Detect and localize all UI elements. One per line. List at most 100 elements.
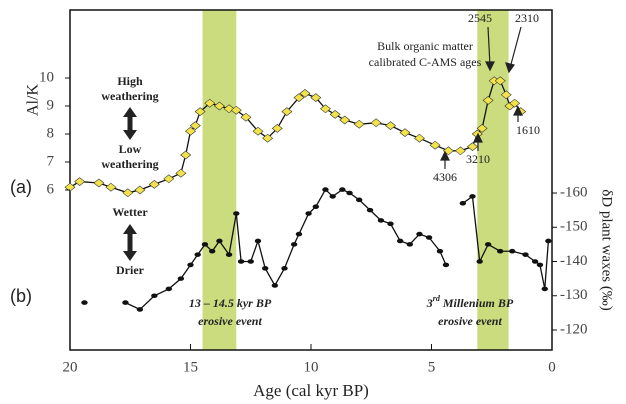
marker	[254, 238, 262, 244]
marker	[122, 300, 129, 305]
marker	[136, 307, 144, 312]
marker	[454, 146, 466, 156]
annotation: Drier	[116, 263, 145, 277]
marker	[322, 187, 329, 192]
y2-tick-label: -120	[560, 321, 588, 337]
annotation: weathering	[101, 89, 158, 103]
marker	[74, 177, 86, 186]
marker	[442, 262, 450, 268]
marker	[165, 286, 173, 292]
age-label: 4306	[433, 170, 457, 184]
marker	[187, 262, 194, 268]
marker	[353, 119, 365, 129]
marker	[471, 129, 483, 139]
marker	[177, 276, 185, 281]
x-axis-title: Age (cal kyr BP)	[253, 381, 369, 400]
annotation: Low	[119, 142, 142, 156]
marker	[247, 259, 254, 264]
marker	[482, 96, 494, 105]
marker	[329, 194, 336, 199]
annotation: erosive event	[438, 314, 502, 328]
y2-tick-label: -160	[560, 184, 588, 200]
annotation: 3rd Millenium BP	[426, 294, 514, 310]
marker	[531, 259, 539, 264]
bands	[202, 10, 509, 350]
marker	[252, 126, 264, 136]
marker	[230, 105, 242, 115]
x-tick-label: 5	[428, 359, 436, 375]
y-tick-label: 9	[47, 97, 55, 113]
marker	[429, 140, 441, 150]
age-label: 3210	[466, 152, 490, 166]
marker	[319, 104, 331, 114]
arrows	[123, 107, 137, 261]
marker	[305, 211, 312, 216]
marker	[425, 235, 433, 240]
age-label: 1610	[516, 123, 540, 137]
x-tick-label: 0	[548, 359, 556, 375]
marker	[476, 124, 488, 133]
x-tick-label: 10	[304, 359, 319, 375]
marker	[290, 242, 298, 247]
marker	[233, 211, 240, 216]
marker	[163, 174, 175, 184]
marker	[271, 283, 279, 288]
y2-tick-label: -140	[560, 253, 588, 269]
marker	[339, 115, 351, 125]
marker	[295, 231, 303, 237]
marker	[299, 89, 311, 98]
annotation: erosive event	[198, 314, 262, 328]
marker	[406, 242, 414, 247]
marker	[416, 231, 423, 237]
marker	[151, 293, 158, 299]
marker	[312, 204, 320, 209]
marker	[293, 93, 305, 102]
plot	[64, 76, 552, 312]
marker	[366, 207, 374, 213]
marker	[189, 121, 201, 130]
annotation-part: Millenium BP	[440, 296, 514, 310]
annotation: High	[117, 74, 143, 88]
marker	[81, 300, 88, 305]
marker	[436, 248, 444, 254]
marker	[105, 182, 117, 192]
marker	[204, 98, 216, 108]
annotation-part: rd	[433, 294, 441, 303]
panel-label: (a)	[10, 177, 32, 197]
marker	[399, 128, 411, 137]
marker	[484, 242, 492, 247]
series-line	[69, 80, 522, 194]
marker	[377, 218, 385, 223]
y-tick-label: 8	[47, 125, 55, 141]
shaded-band	[477, 10, 509, 350]
marker	[240, 112, 252, 122]
marker	[175, 168, 187, 178]
marker	[329, 110, 341, 119]
marker	[134, 185, 146, 195]
marker	[396, 238, 404, 244]
shaded-band	[202, 10, 237, 350]
annotation: weathering	[101, 157, 158, 171]
annotation: Wetter	[112, 205, 148, 219]
marker	[122, 188, 134, 198]
marker	[346, 190, 353, 196]
marker	[500, 90, 512, 100]
marker	[271, 124, 283, 133]
marker	[194, 107, 206, 116]
age-label: 2310	[515, 11, 539, 25]
annotation-part: 3	[426, 296, 433, 310]
marker	[148, 180, 160, 189]
marker	[180, 150, 192, 160]
marker	[509, 98, 521, 108]
marker	[225, 252, 233, 257]
marker	[413, 133, 425, 143]
marker	[466, 142, 478, 151]
marker	[476, 259, 483, 264]
marker	[459, 200, 467, 206]
marker	[494, 76, 506, 86]
marker	[262, 133, 274, 143]
marker	[281, 266, 288, 271]
marker	[93, 178, 105, 188]
